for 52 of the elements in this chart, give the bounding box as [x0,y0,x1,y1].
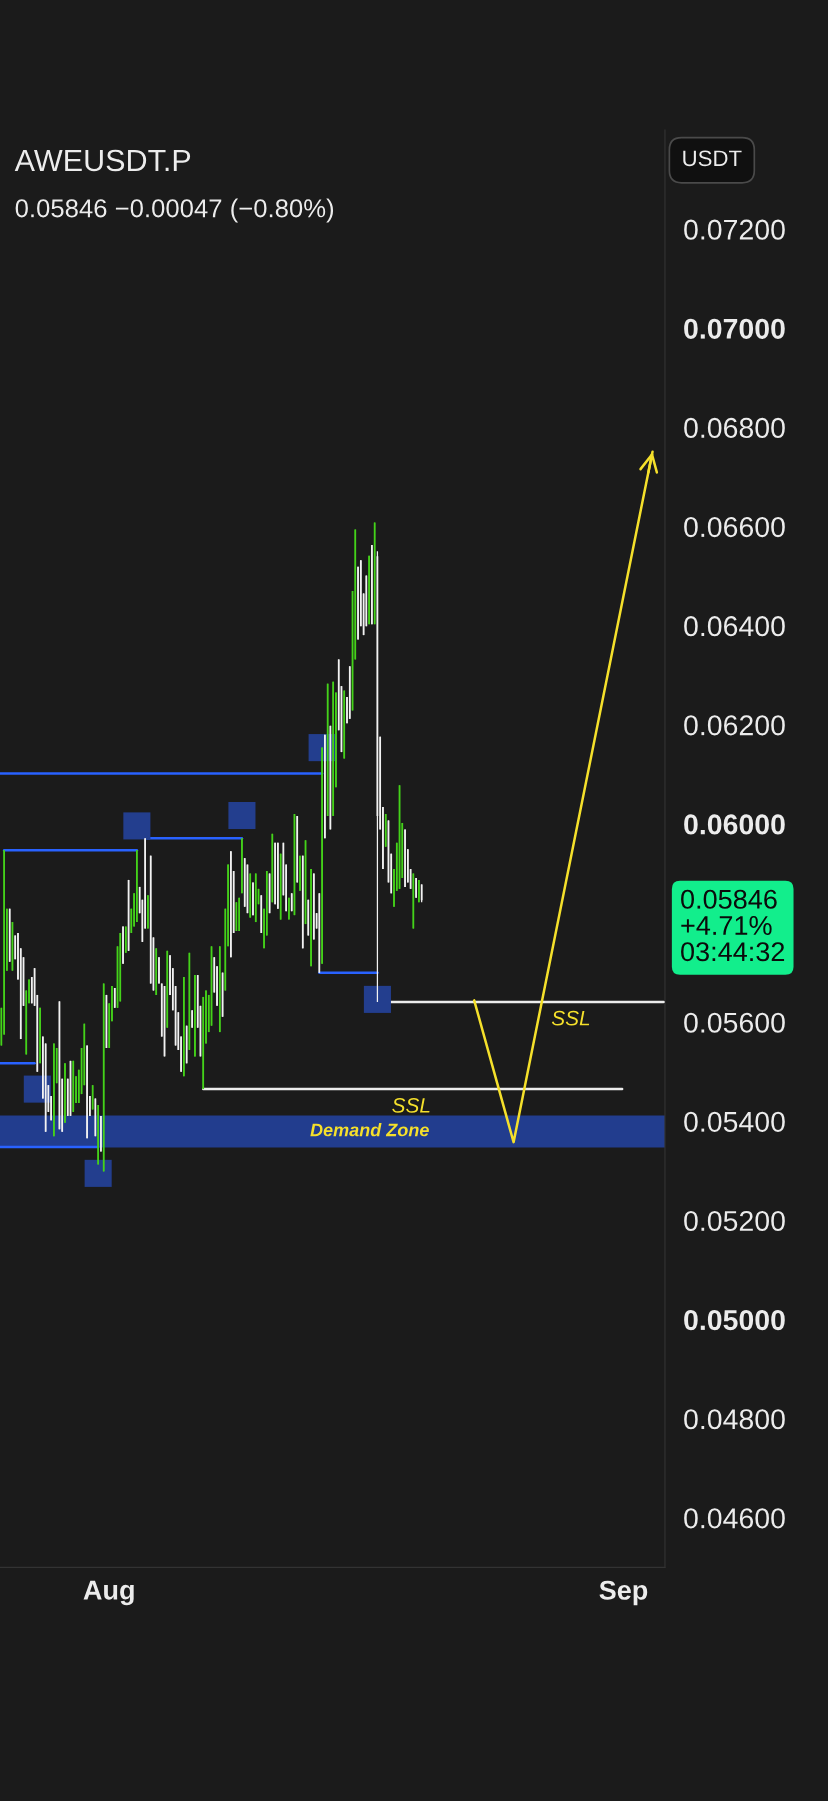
y-tick-label: 0.05400 [684,1111,785,1132]
text: 0.05846 +4.71% 03:44:32 [681,889,785,962]
candlestick [86,1044,88,1139]
candlestick [241,837,243,894]
y-tick-label: 0.06800 [684,417,785,439]
candlestick [310,868,312,967]
candlestick [147,894,149,930]
y-tick-label: 0.07000 [684,318,785,339]
y-tick-label: 0.05000 [684,1310,785,1331]
candlestick [321,746,323,965]
candlestick [252,881,254,916]
candlestick [415,877,417,899]
y-tick-label: 0.06600 [684,516,785,538]
candlestick [368,555,370,625]
x-tick-label: Aug [83,1580,134,1606]
y-tick-label: 0.06200 [684,715,785,736]
y-tick-label: 0.06000 [684,814,785,835]
y-tick-label: 0.04600 [684,1508,785,1529]
candlestick [274,842,276,905]
candlestick [404,828,406,888]
candlestick [122,925,124,965]
candlestick [299,855,301,892]
x-tick-label: Sep [599,1580,648,1606]
y-tick-label: 0.05600 [684,1012,785,1033]
candlestick [100,1115,102,1153]
y-tick-label: 0.06400 [684,616,785,637]
candlestick [183,976,185,1077]
candlestick [194,974,196,1058]
y-tick-label: 0.04800 [684,1409,785,1430]
y-tick-label: 0.07200 [684,219,785,240]
chart-title: AWEUSDT.P [14,149,191,172]
candlestick [136,849,138,923]
text: 0.05846 −0.00047 (−0.80%) [15,198,334,223]
candlestick [324,734,326,839]
candlestick [158,956,160,985]
candlestick [288,897,290,921]
band-label: Demand Zone [310,1123,429,1137]
candlestick [113,987,116,1009]
candlestick [418,879,420,903]
candlestick [191,1009,194,1029]
y-axis-title: USDT [683,150,742,167]
candlestick [230,850,232,958]
candlestick [64,1062,66,1124]
annotation: SSL [551,1010,590,1026]
candlestick [277,842,279,910]
y-tick-label: 0.05200 [684,1210,785,1232]
candlestick [39,1007,41,1064]
candlestick [53,1042,55,1137]
candlestick [238,897,241,932]
candlestick [371,544,373,625]
candlestick [329,725,332,831]
annotation: SSL [392,1098,430,1113]
